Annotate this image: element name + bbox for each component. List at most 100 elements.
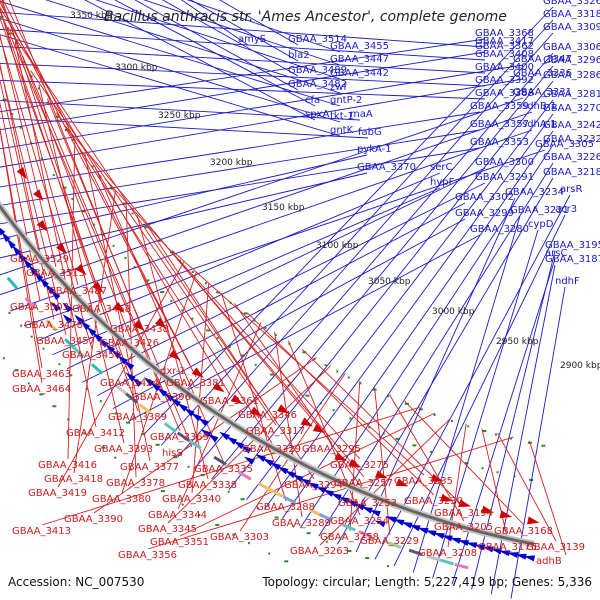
red-gene-label: GBAA_3340 bbox=[162, 494, 221, 505]
blue-gene-label: GBAA_3514 bbox=[288, 34, 347, 45]
red-gene-label: GBAA_3413 bbox=[12, 526, 71, 537]
forward-gene-arrow bbox=[430, 473, 444, 482]
blue-leader-line bbox=[144, 6, 554, 434]
cds-dot bbox=[386, 565, 389, 568]
blue-gene-label: bla2 bbox=[288, 50, 310, 61]
reverse-gene-arrow bbox=[255, 453, 267, 463]
reverse-gene-arrow bbox=[131, 377, 143, 388]
reverse-gene-arrow bbox=[197, 417, 209, 427]
reverse-gene-arrow bbox=[441, 535, 453, 542]
cds-dot bbox=[122, 202, 127, 205]
cds-dot bbox=[332, 409, 335, 412]
blue-gene-label: GBAA_3232 bbox=[543, 134, 600, 145]
blue-gene-label: GBAA_3359 bbox=[470, 101, 529, 112]
kbp-tick-label: 3150 kbp bbox=[262, 203, 305, 213]
reverse-gene-arrow bbox=[184, 407, 195, 417]
red-gene-label: GBAA_3168 bbox=[494, 526, 553, 537]
feature-bar bbox=[90, 363, 104, 375]
reverse-gene-arrow bbox=[170, 397, 182, 407]
cds-dot bbox=[187, 465, 190, 468]
cds-dot bbox=[40, 157, 43, 160]
cds-dot bbox=[11, 113, 14, 116]
cds-dot bbox=[22, 61, 25, 64]
cds-dot bbox=[368, 426, 371, 429]
reverse-gene-arrow bbox=[233, 440, 245, 450]
forward-gene-arrow bbox=[154, 317, 167, 329]
cds-dot bbox=[336, 370, 339, 373]
blue-gene-label: GBAA_3392 bbox=[475, 75, 534, 86]
cds-dot bbox=[160, 490, 165, 493]
cds-dot bbox=[464, 462, 469, 465]
cds-dot bbox=[216, 291, 221, 294]
blue-leader-line bbox=[0, 11, 486, 48]
blue-leader-line bbox=[0, 97, 524, 276]
forward-gene-arrow bbox=[249, 406, 263, 417]
blue-gene-label: GBAA_3234 bbox=[505, 187, 564, 198]
red-gene-label: GBAA_3235 bbox=[394, 476, 453, 487]
blue-leader-line bbox=[0, 154, 368, 240]
blue-gene-label: cypD bbox=[528, 219, 554, 230]
feature-bar bbox=[258, 482, 272, 492]
forward-gene-arrow bbox=[277, 404, 290, 414]
cds-dot bbox=[160, 291, 165, 294]
forward-gene-arrow bbox=[212, 382, 225, 393]
blue-gene-label: GBAA_3408 bbox=[475, 49, 534, 60]
reverse-gene-arrow bbox=[156, 387, 168, 397]
feature-bar bbox=[308, 508, 323, 518]
blue-leader-line bbox=[190, 0, 299, 62]
reverse-gene-arrow bbox=[50, 289, 61, 301]
feature-bar bbox=[341, 523, 356, 532]
cds-dot bbox=[39, 393, 44, 396]
reverse-gene-arrow bbox=[457, 540, 470, 547]
red-gene-label: GBAA_3303 bbox=[210, 532, 269, 543]
blue-leader-line bbox=[0, 100, 361, 121]
cds-dot bbox=[481, 467, 484, 470]
blue-leader-line bbox=[0, 111, 533, 296]
cds-dot bbox=[124, 257, 127, 260]
red-gene-label: hisS bbox=[162, 448, 183, 459]
feature-bar bbox=[439, 558, 455, 566]
blue-leader-line bbox=[263, 113, 554, 510]
blue-gene-label: fabG bbox=[358, 127, 382, 138]
blue-leader-line bbox=[0, 51, 486, 131]
blue-gene-label: GBAA_3417 bbox=[475, 36, 534, 47]
red-leader-line bbox=[404, 400, 525, 526]
blue-gene-label: sdhB-1 bbox=[522, 101, 557, 112]
blue-leader-line bbox=[10, 129, 533, 312]
blue-leader-line bbox=[228, 80, 554, 490]
blue-gene-label: arsR bbox=[560, 184, 582, 195]
blue-gene-label: maA bbox=[350, 109, 373, 120]
blue-gene-label: GBAA_3357 bbox=[470, 119, 529, 130]
red-gene-label: GBAA_3263 bbox=[290, 546, 349, 557]
red-gene-label: GBAA_3254 bbox=[330, 516, 389, 527]
blue-leader-line bbox=[0, 79, 486, 100]
reverse-gene-arrow bbox=[474, 544, 486, 551]
blue-gene-label: gntK bbox=[330, 125, 354, 136]
red-gene-label: GBAA_3424 bbox=[100, 378, 159, 389]
cds-dot bbox=[144, 226, 149, 229]
forward-gene-arrow bbox=[458, 499, 471, 508]
blue-leader-line bbox=[186, 0, 341, 53]
cds-dot bbox=[325, 540, 328, 543]
red-leader-line bbox=[234, 303, 369, 498]
blue-gene-label: GBAA_3300 bbox=[475, 157, 534, 168]
cds-dot bbox=[55, 115, 60, 118]
cds-dot bbox=[204, 282, 207, 285]
red-leader-line bbox=[179, 412, 436, 537]
cds-dot bbox=[19, 126, 22, 129]
red-gene-label: GBAA_3338 bbox=[178, 480, 237, 491]
cds-dot bbox=[433, 413, 436, 416]
cds-dot bbox=[347, 549, 352, 552]
blue-gene-label: GBAA_3362 bbox=[475, 41, 534, 52]
blue-leader-line bbox=[355, 197, 516, 553]
red-gene-label: GBAA_3139 bbox=[526, 542, 585, 553]
labels: 3350 kbp 3300 kbp 3250 kbp 3200 kbp 3150 kbp… bbox=[10, 0, 600, 567]
cds-dot bbox=[27, 382, 30, 385]
blue-gene-label: serC bbox=[430, 162, 452, 173]
feature-bar bbox=[115, 384, 129, 396]
feature-bar bbox=[125, 392, 139, 404]
red-gene-label: GBAA_3351 bbox=[150, 537, 209, 548]
cds-dot bbox=[412, 444, 417, 447]
cds-dot bbox=[99, 400, 102, 403]
